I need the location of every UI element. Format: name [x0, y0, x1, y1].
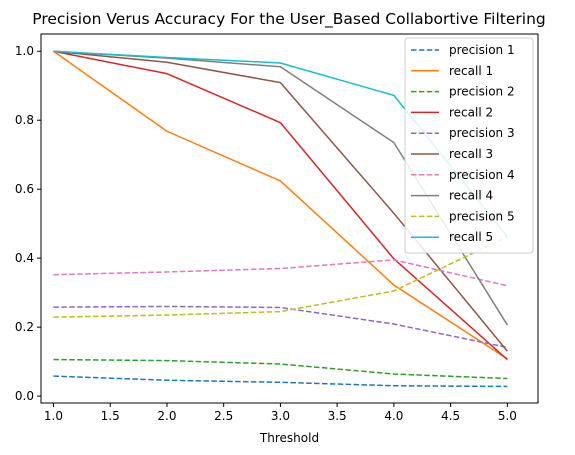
series-line-precision-3 [53, 305, 508, 349]
legend-label: precision 4 [449, 168, 515, 182]
y-tick-label: 0.2 [15, 320, 34, 334]
x-tick-label: 5.0 [498, 409, 517, 423]
x-tick-label: 2.0 [157, 409, 176, 423]
x-tick-label: 3.5 [328, 409, 347, 423]
y-tick-label: 0.0 [15, 389, 34, 403]
legend-label: precision 1 [449, 43, 515, 57]
legend-label: recall 4 [449, 189, 493, 203]
y-tick-label: 0.8 [15, 113, 34, 127]
series-line-recall-3 [53, 50, 508, 352]
legend-label: precision 3 [449, 126, 515, 140]
legend-label: recall 5 [449, 230, 493, 244]
legend-label: recall 1 [449, 64, 493, 78]
x-tick-label: 1.5 [101, 409, 120, 423]
series-line-precision-2 [53, 358, 508, 380]
series-line-precision-4 [53, 259, 508, 287]
x-tick-label: 1.0 [44, 409, 63, 423]
plot-lines [53, 50, 508, 388]
x-tick-label: 4.5 [441, 409, 460, 423]
x-axis: 1.0 1.5 2.0 2.5 3.0 3.5 4.0 4.5 5.0 [44, 403, 517, 423]
x-tick-label: 2.5 [214, 409, 233, 423]
plot-frame [40, 33, 539, 404]
y-tick-label: 0.4 [15, 251, 34, 265]
y-tick-label: 0.6 [15, 182, 34, 196]
series-line-precision-1 [53, 375, 508, 388]
x-tick-label: 4.0 [384, 409, 403, 423]
y-axis: 0.0 0.2 0.4 0.6 0.8 1.0 [15, 44, 41, 403]
x-tick-label: 3.0 [271, 409, 290, 423]
legend-label: recall 3 [449, 147, 493, 161]
legend: precision 1 recall 1 precision 2 recall 2 pr… [404, 37, 534, 254]
x-axis-label: Threshold [259, 431, 319, 445]
chart-title: Precision Verus Accuracy For the User_Ba… [32, 10, 546, 29]
legend-label: recall 2 [449, 105, 493, 119]
series-line-recall-1 [53, 50, 508, 360]
y-tick-label: 1.0 [15, 44, 34, 58]
series-line-precision-5 [53, 236, 508, 318]
legend-label: precision 2 [449, 85, 515, 99]
series-line-recall-2 [53, 50, 508, 361]
legend-label: precision 5 [449, 209, 515, 223]
